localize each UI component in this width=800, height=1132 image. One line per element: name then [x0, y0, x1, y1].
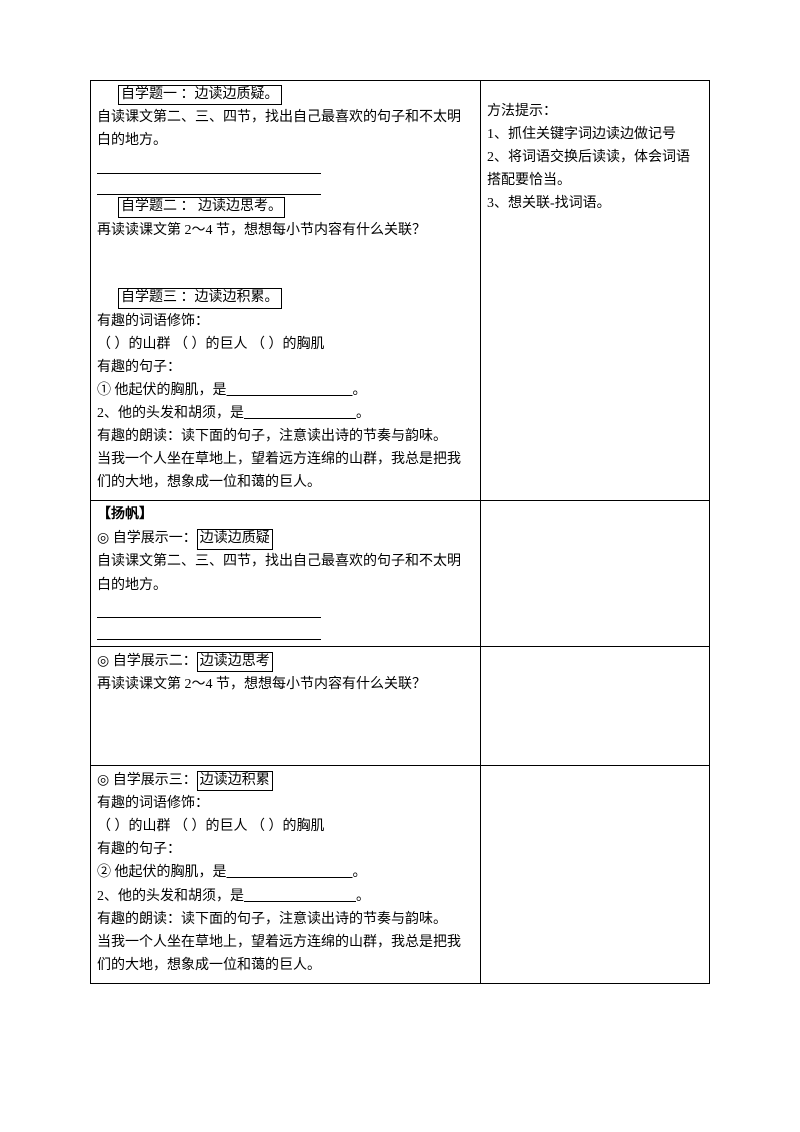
r4-l3: 有趣的句子： — [97, 838, 474, 861]
q3-l7: 当我一个人坐在草地上，望着远方连绵的山群，我总是把我们的大地，想象成一位和蔼的巨… — [97, 448, 474, 494]
tips-2: 2、将词语交换后读读，体会词语搭配要恰当。 — [487, 146, 703, 192]
row4-right-cell — [480, 766, 709, 984]
q2-title-box: 自学题二 ： 边读边思考。 — [118, 197, 285, 217]
d2-label: 自学展示二： — [109, 654, 197, 669]
q1-blank-1[interactable] — [97, 154, 321, 174]
r4-l5a: 2、他的头发和胡须，是 — [97, 889, 244, 904]
row4-left-cell: ◎ 自学展示三：边读边积累 有趣的词语修饰： （ ）的山群 （ ）的巨人 （ ）… — [91, 766, 481, 984]
row2-left-cell: 【扬帆】 ◎ 自学展示一：边读边质疑 自读课文第二、三、四节，找出自己最喜欢的句… — [91, 501, 481, 647]
d1-box: 边读边质疑 — [197, 529, 273, 549]
d1-blank-2[interactable] — [97, 620, 321, 640]
row3-right-cell — [480, 646, 709, 765]
tips-title: 方法提示： — [487, 100, 703, 123]
q3-l3: 有趣的句子： — [97, 356, 474, 379]
q3-l4-blank[interactable] — [227, 383, 353, 398]
row2-right-cell — [480, 501, 709, 647]
r4-l4a: ② 他起伏的胸肌，是 — [97, 865, 227, 880]
r4-l6: 有趣的朗读：读下面的句子，注意读出诗的节奏与韵味。 — [97, 908, 474, 931]
yangfan-head: 【扬帆】 — [97, 503, 474, 526]
r4-l5c: 。 — [356, 889, 370, 904]
r4-l5-blank[interactable] — [244, 889, 356, 904]
r4-l7: 当我一个人坐在草地上，望着远方连绵的山群，我总是把我们的大地，想象成一位和蔼的巨… — [97, 931, 474, 977]
q3-title-box: 自学题三 ：边读边积累。 — [118, 288, 282, 308]
row1-right-cell: 方法提示： 1、抓住关键字词边读边做记号 2、将词语交换后读读，体会词语搭配要恰… — [480, 81, 709, 501]
d2-box: 边读边思考 — [197, 652, 273, 672]
tips-3: 3、想关联-找词语。 — [487, 192, 703, 215]
row3-left-cell: ◎ 自学展示二：边读边思考 再读读课文第 2～4 节，想想每小节内容有什么关联？ — [91, 646, 481, 765]
q2-body: 再读读课文第 2～4 节，想想每小节内容有什么关联？ — [97, 219, 474, 242]
q3-l6: 有趣的朗读：读下面的句子，注意读出诗的节奏与韵味。 — [97, 425, 474, 448]
d3-box: 边读边积累 — [197, 771, 273, 791]
d1-body: 自读课文第二、三、四节，找出自己最喜欢的句子和不太明白的地方。 — [97, 550, 474, 596]
q1-title-box: 自学题一 ：边读边质疑。 — [118, 85, 282, 105]
row1-left-cell: 自学题一 ：边读边质疑。 自读课文第二、三、四节，找出自己最喜欢的句子和不太明白… — [91, 81, 481, 501]
d1-label: 自学展示一： — [109, 531, 197, 546]
q3-l2[interactable]: （ ）的山群 （ ）的巨人 （ ）的胸肌 — [97, 333, 474, 356]
double-circle-icon: ◎ — [97, 529, 109, 545]
double-circle-icon: ◎ — [97, 771, 109, 787]
d1-blank-1[interactable] — [97, 599, 321, 619]
r4-l1: 有趣的词语修饰： — [97, 792, 474, 815]
q3-l1: 有趣的词语修饰： — [97, 310, 474, 333]
q1-body: 自读课文第二、三、四节，找出自己最喜欢的句子和不太明白的地方。 — [97, 106, 474, 152]
worksheet-table: 自学题一 ：边读边质疑。 自读课文第二、三、四节，找出自己最喜欢的句子和不太明白… — [90, 80, 710, 984]
q3-l4c: 。 — [353, 383, 367, 398]
double-circle-icon: ◎ — [97, 652, 109, 668]
d3-label: 自学展示三： — [109, 773, 197, 788]
r4-l4-blank[interactable] — [227, 865, 353, 880]
q3-l5-blank[interactable] — [244, 406, 356, 421]
q3-l4a: ① 他起伏的胸肌，是 — [97, 383, 227, 398]
q3-l5c: 。 — [356, 406, 370, 421]
d2-body: 再读读课文第 2～4 节，想想每小节内容有什么关联？ — [97, 673, 474, 696]
r4-l4c: 。 — [353, 865, 367, 880]
q1-blank-2[interactable] — [97, 176, 321, 196]
q3-l5a: 2、他的头发和胡须，是 — [97, 406, 244, 421]
tips-1: 1、抓住关键字词边读边做记号 — [487, 123, 703, 146]
r4-l2[interactable]: （ ）的山群 （ ）的巨人 （ ）的胸肌 — [97, 815, 474, 838]
